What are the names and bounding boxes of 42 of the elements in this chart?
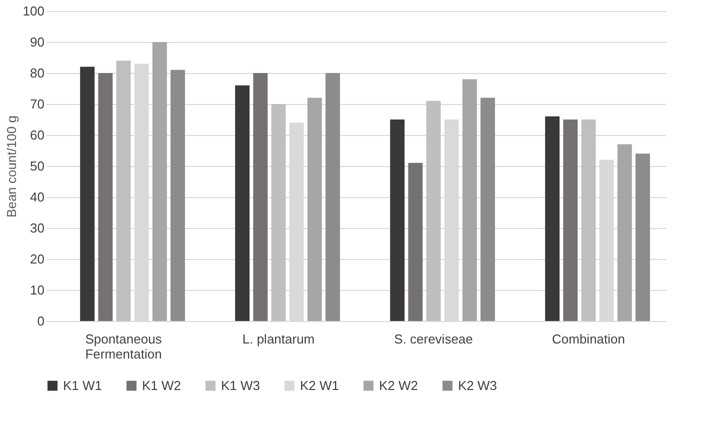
- legend-label: K2 W2: [379, 378, 418, 393]
- bar: [426, 100, 441, 321]
- bar: [116, 60, 131, 321]
- y-tick-label: 60: [30, 128, 44, 142]
- bar: [98, 73, 113, 321]
- bar: [253, 73, 268, 321]
- y-tick-label: 70: [30, 96, 44, 112]
- y-tick-label: 80: [30, 66, 44, 80]
- y-tick-label: 50: [30, 158, 44, 174]
- y-tick-label: 100: [22, 4, 44, 18]
- bar: [170, 70, 185, 321]
- bar: [563, 120, 578, 321]
- x-tick-label: L. plantarum: [242, 332, 315, 346]
- y-tick-label: 40: [30, 190, 44, 204]
- legend-label: K2 W1: [300, 378, 340, 393]
- x-tick-label: S. cereviseae: [394, 332, 473, 346]
- bar: [152, 42, 167, 321]
- legend-label: K1 W3: [221, 378, 260, 393]
- y-tick-label: 30: [30, 220, 44, 236]
- bar: [80, 66, 95, 321]
- y-tick-label: 20: [30, 252, 44, 266]
- bar: [271, 104, 286, 321]
- bar: [408, 162, 423, 321]
- bar: [617, 144, 632, 321]
- x-tick-label: Combination: [552, 332, 625, 346]
- bar: [480, 98, 495, 321]
- bar: [636, 154, 650, 321]
- bar: [326, 73, 340, 321]
- x-tick-label: Spontaneous Fermentation: [85, 332, 162, 362]
- y-axis-title: Bean count/100 g: [4, 116, 19, 218]
- bar: [307, 98, 322, 321]
- legend-label: K1 W2: [142, 378, 182, 393]
- legend-label: K1 W1: [63, 378, 102, 393]
- bar: [581, 120, 596, 321]
- y-tick-label: 90: [30, 34, 44, 50]
- bar: [235, 85, 250, 321]
- bar: [390, 120, 405, 321]
- y-tick-label: 10: [30, 282, 44, 298]
- legend-label: K2 W3: [458, 378, 498, 393]
- bar: [545, 116, 560, 321]
- bar: [462, 79, 477, 321]
- y-tick-label: 0: [37, 314, 44, 328]
